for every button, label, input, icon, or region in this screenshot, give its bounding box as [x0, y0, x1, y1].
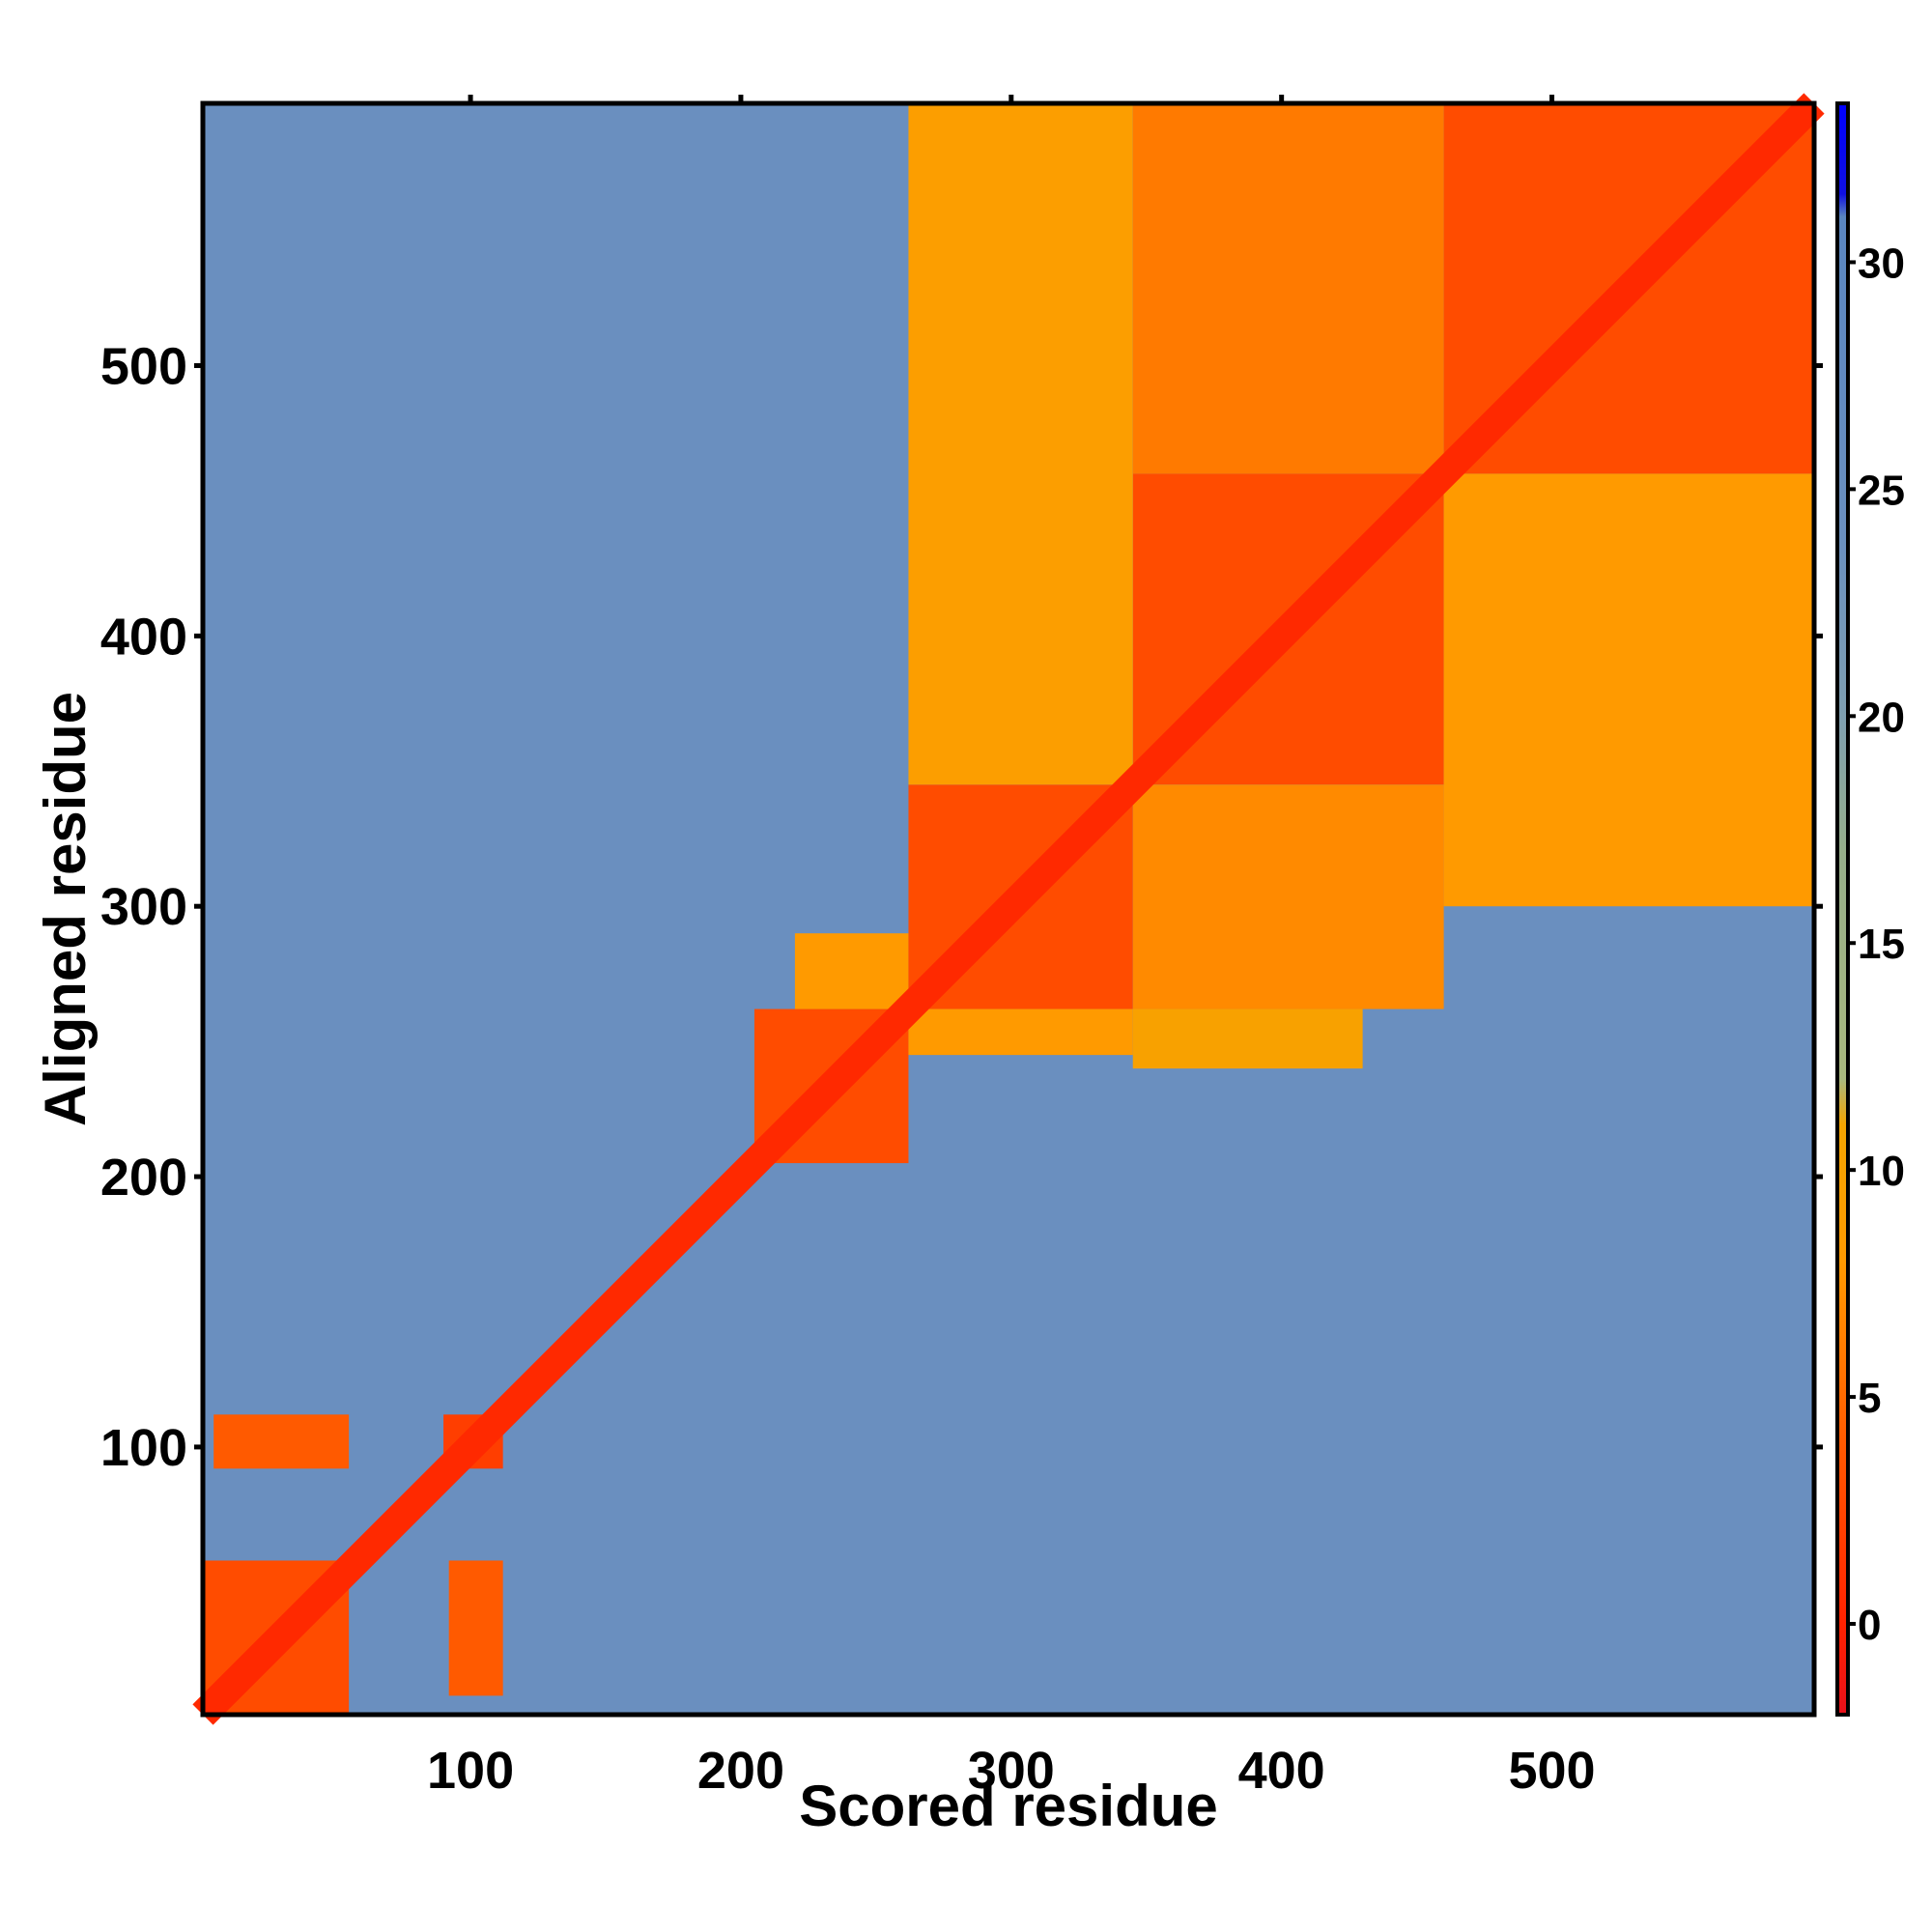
heatmap-block — [908, 103, 1133, 785]
x-axis-ticks: 100 200 300 400 500 — [427, 95, 1596, 1800]
heatmap-block — [794, 933, 909, 1009]
y-tick-label: 200 — [100, 1149, 187, 1207]
colorbar-tick-label: 10 — [1858, 1148, 1905, 1195]
colorbar-tick-label: 20 — [1858, 694, 1905, 741]
heatmap-block — [1132, 784, 1444, 1009]
colorbar: 0 5 10 15 20 25 30 — [1835, 101, 1905, 1717]
y-axis-ticks: 100 200 300 400 500 — [100, 337, 1823, 1477]
x-tick-label: 200 — [697, 1742, 784, 1800]
x-tick-label: 500 — [1508, 1742, 1595, 1800]
y-tick-label: 100 — [100, 1419, 187, 1477]
y-axis-title: Aligned residue — [33, 692, 98, 1126]
plot-frame — [200, 100, 1817, 1718]
colorbar-tick-label: 15 — [1858, 921, 1905, 968]
heatmap-block — [1443, 473, 1814, 907]
heatmap-matrix — [192, 93, 1825, 1725]
heatmap-block — [448, 1560, 503, 1696]
x-tick-label: 400 — [1238, 1742, 1325, 1800]
heatmap-block — [1132, 103, 1444, 474]
colorbar-tick-label: 5 — [1858, 1375, 1881, 1422]
x-tick-label: 100 — [427, 1742, 514, 1800]
colorbar-ticks: 0 5 10 15 20 25 30 — [1848, 240, 1905, 1649]
colorbar-tick-label: 30 — [1858, 240, 1905, 287]
x-axis-title: Scored residue — [799, 1774, 1218, 1838]
y-tick-label: 300 — [100, 878, 187, 936]
y-tick-label: 400 — [100, 608, 187, 666]
heatmap-block — [908, 1009, 1133, 1056]
heatmap-diagonal — [192, 93, 1825, 1725]
colorbar-tick-label: 0 — [1858, 1602, 1881, 1649]
colorbar-tick-label: 25 — [1858, 467, 1905, 514]
colorbar-gradient — [1835, 101, 1850, 1717]
y-tick-label: 500 — [100, 337, 187, 395]
x-tick-label: 300 — [968, 1742, 1055, 1800]
heatmap-block — [1132, 1009, 1363, 1069]
heatmap-block — [213, 1414, 350, 1469]
